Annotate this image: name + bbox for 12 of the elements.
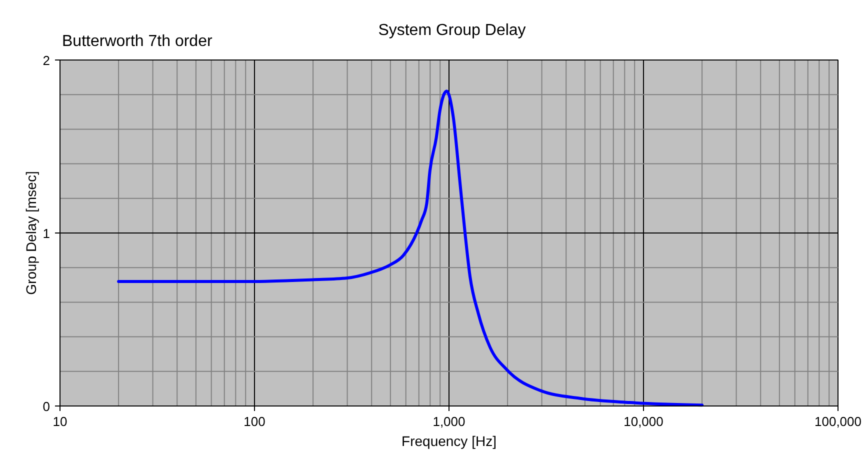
y-tick-label: 1 <box>42 226 50 241</box>
y-tick-label: 0 <box>42 399 50 414</box>
x-axis-title: Frequency [Hz] <box>402 433 496 449</box>
x-tick-label: 100 <box>244 414 266 429</box>
x-tick-label: 100,000 <box>814 414 862 429</box>
x-tick-label: 10 <box>52 414 68 429</box>
y-axis-title: Group Delay [msec] <box>23 171 39 295</box>
y-tick-label: 2 <box>42 53 50 68</box>
x-tick-label: 10,000 <box>624 414 664 429</box>
x-tick-label: 1,000 <box>432 414 466 429</box>
chart-title: System Group Delay <box>378 22 526 39</box>
text: Butterworth 7th order <box>62 33 213 50</box>
